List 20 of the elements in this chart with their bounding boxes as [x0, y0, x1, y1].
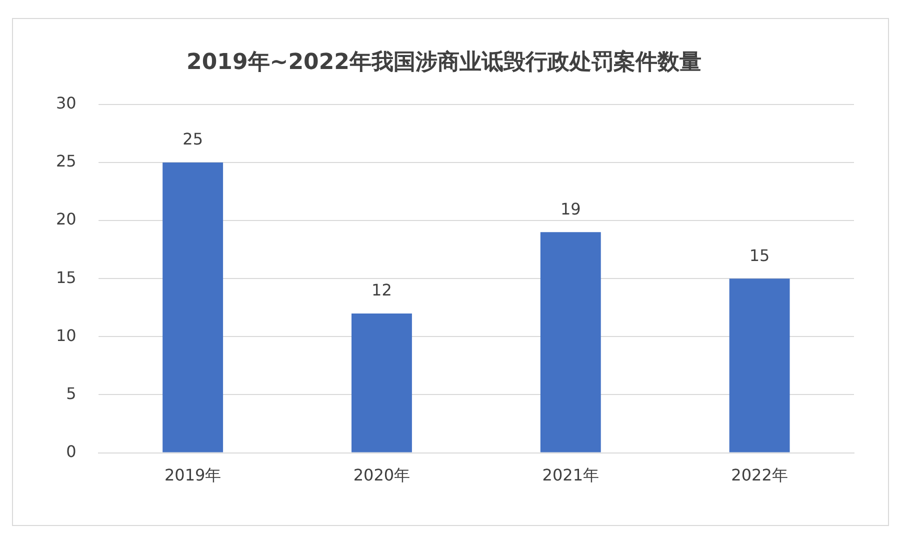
y-tick-label: 5 [66, 384, 76, 403]
y-tick-label: 25 [56, 152, 76, 171]
x-tick-label: 2021年 [542, 466, 599, 485]
data-label: 19 [560, 199, 581, 218]
x-tick-label: 2019年 [164, 466, 222, 485]
y-tick-label: 10 [56, 326, 76, 345]
y-tick-label: 30 [56, 94, 76, 113]
data-label: 12 [372, 280, 392, 300]
y-tick-label: 15 [56, 268, 76, 287]
bar [729, 278, 790, 452]
y-tick-label: 20 [56, 210, 76, 229]
bar [540, 232, 601, 452]
x-tick-label: 2022年 [731, 466, 788, 485]
y-tick-label: 0 [66, 442, 76, 461]
chart-title: 2019年~2022年我国涉商业诋毁行政处罚案件数量 [186, 48, 702, 75]
bar [352, 313, 412, 452]
data-label: 15 [749, 246, 770, 265]
bar [162, 162, 224, 452]
data-label: 25 [182, 130, 203, 149]
x-tick-label: 2020年 [353, 466, 410, 485]
